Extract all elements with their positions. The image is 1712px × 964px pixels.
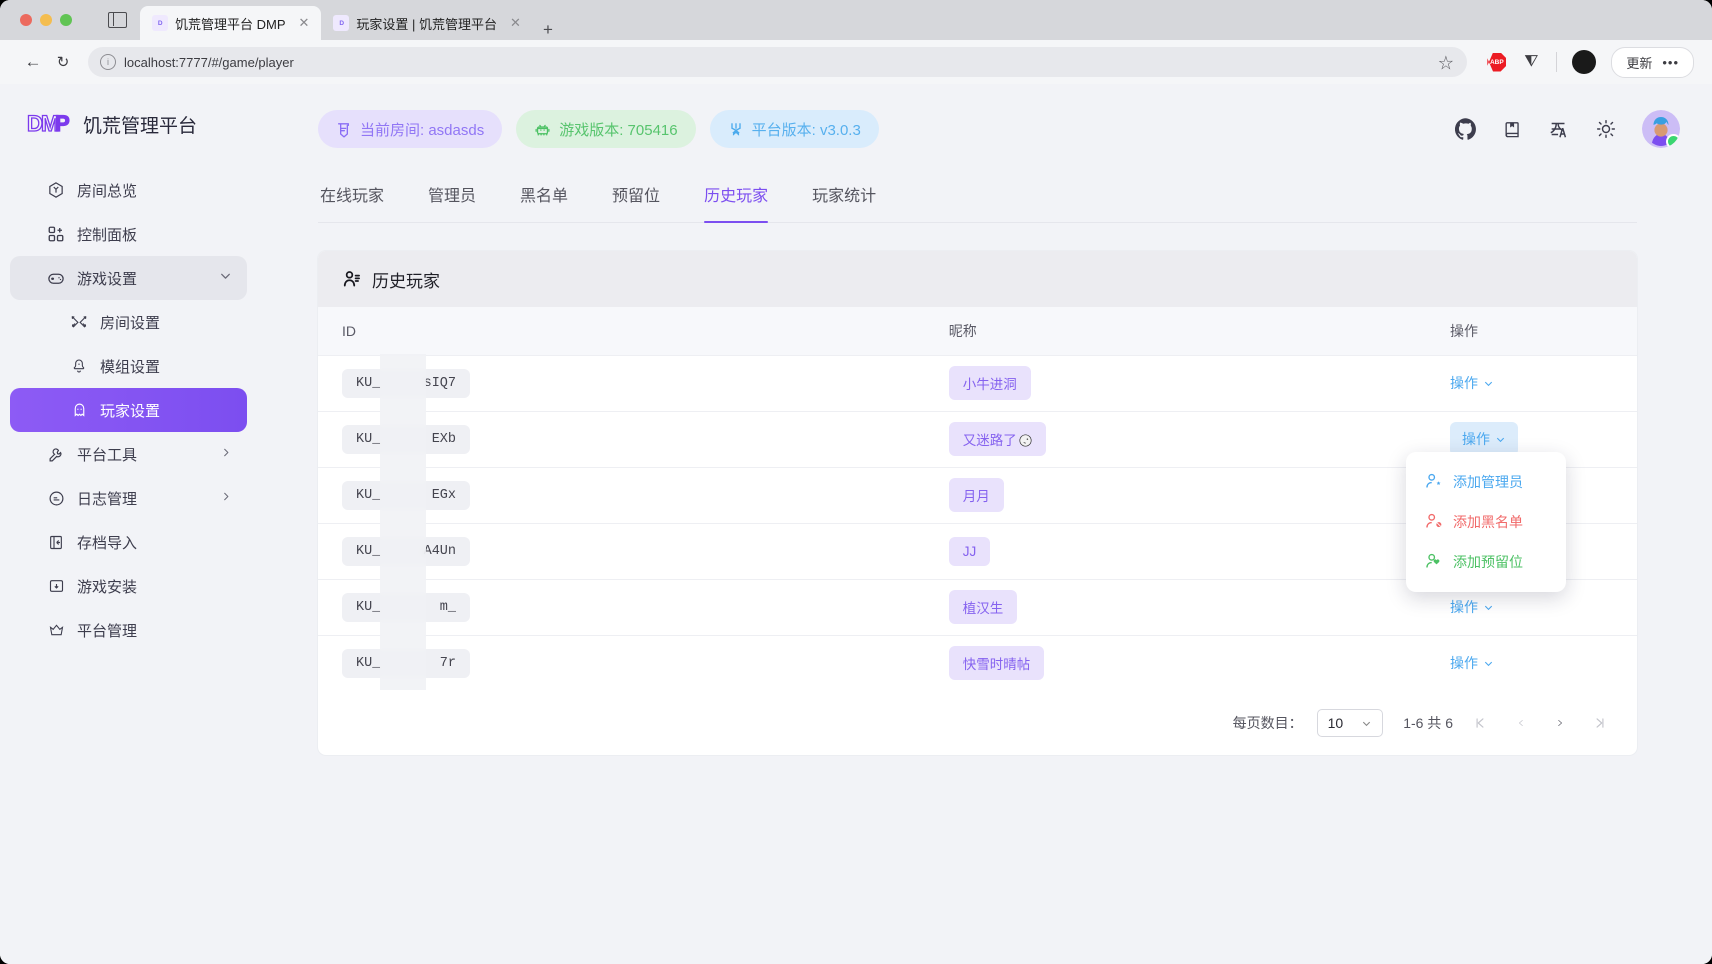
svg-text:P: P (55, 111, 70, 136)
